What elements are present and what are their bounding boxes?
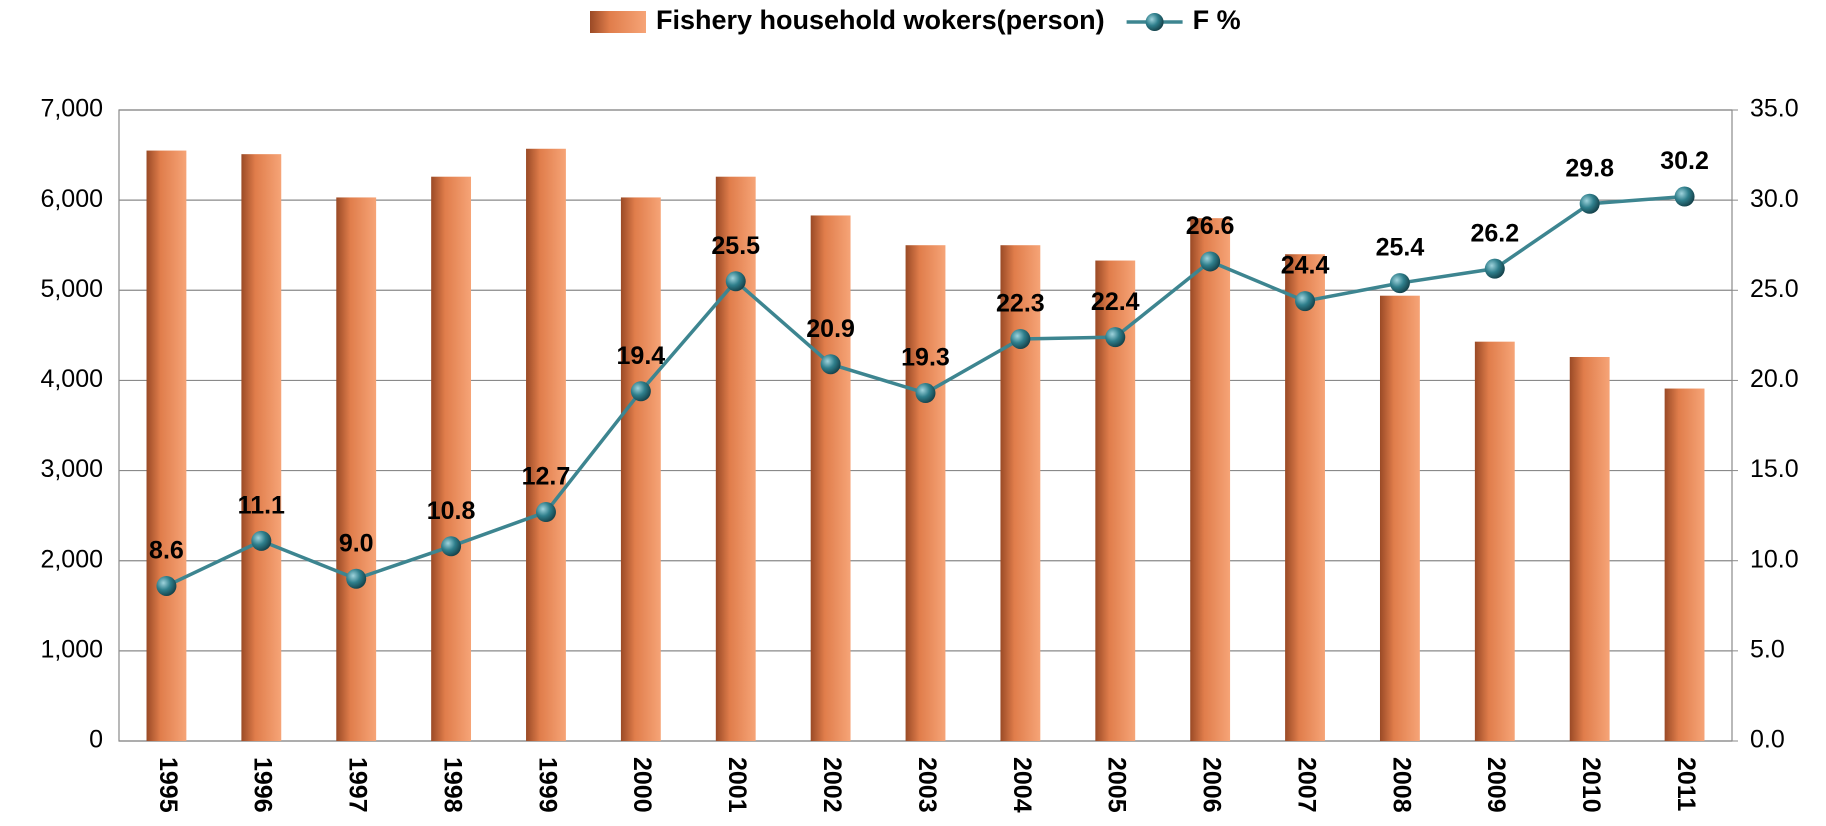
marker [1200, 251, 1221, 272]
x-tick-label: 1996 [249, 757, 277, 813]
marker [1389, 273, 1410, 294]
y-tick-label: 6,000 [40, 185, 103, 213]
y2-tick-label: 30.0 [1750, 185, 1799, 213]
marker [346, 568, 367, 589]
bar [146, 150, 187, 742]
data-label: 10.8 [427, 497, 476, 525]
bar [336, 197, 377, 741]
marker [535, 502, 556, 523]
bar [905, 245, 946, 741]
x-tick-label: 1998 [438, 757, 466, 813]
bar [620, 197, 661, 741]
y2-tick-label: 5.0 [1750, 635, 1785, 663]
data-label: 26.2 [1470, 219, 1519, 247]
x-tick-label: 2005 [1103, 757, 1131, 813]
y2-tick-label: 0.0 [1750, 726, 1785, 754]
marker [820, 354, 841, 375]
marker [441, 536, 462, 557]
data-label: 22.3 [996, 290, 1045, 318]
data-label: 12.7 [522, 463, 571, 491]
legend-label: Fishery household wokers(person) [656, 5, 1105, 35]
bar [431, 176, 472, 742]
y2-tick-label: 20.0 [1750, 365, 1799, 393]
marker [1010, 328, 1031, 349]
x-tick-label: 2008 [1387, 757, 1415, 813]
bar [1474, 341, 1515, 741]
data-label: 25.5 [711, 232, 760, 260]
data-label: 24.4 [1281, 252, 1330, 280]
y-tick-label: 4,000 [40, 365, 103, 393]
bar [810, 215, 851, 741]
y2-tick-label: 25.0 [1750, 275, 1799, 303]
x-tick-label: 2006 [1198, 757, 1226, 813]
marker [630, 381, 651, 402]
legend-label: F % [1193, 5, 1241, 35]
y-tick-label: 7,000 [40, 95, 103, 123]
data-label: 25.4 [1376, 234, 1425, 262]
bar [715, 176, 756, 742]
marker [1105, 327, 1126, 348]
y2-tick-label: 35.0 [1750, 95, 1799, 123]
x-tick-label: 2000 [628, 757, 656, 813]
x-tick-label: 1999 [533, 757, 561, 813]
bar [1379, 295, 1420, 741]
legend-marker [1145, 13, 1164, 31]
data-label: 19.3 [901, 344, 950, 372]
data-label: 9.0 [339, 529, 374, 557]
data-label: 26.6 [1186, 212, 1235, 240]
bar [1285, 254, 1325, 741]
y-tick-label: 0 [89, 726, 103, 754]
bar [526, 148, 566, 742]
x-tick-label: 2002 [818, 757, 846, 813]
marker [156, 575, 177, 596]
bar [1569, 356, 1610, 741]
data-label: 8.6 [149, 537, 184, 565]
bar [1000, 245, 1041, 741]
y-tick-label: 5,000 [40, 275, 103, 303]
legend-swatch [590, 11, 646, 33]
marker [915, 383, 936, 404]
data-label: 20.9 [806, 315, 855, 343]
y-tick-label: 2,000 [40, 545, 103, 573]
bar [241, 154, 282, 742]
marker [1295, 291, 1316, 312]
bar [1190, 218, 1231, 741]
y-tick-label: 1,000 [40, 635, 103, 663]
x-tick-label: 2007 [1292, 757, 1320, 813]
data-label: 30.2 [1660, 147, 1709, 175]
x-tick-label: 1995 [154, 757, 182, 813]
y-tick-label: 3,000 [40, 455, 103, 483]
data-label: 11.1 [238, 491, 285, 519]
marker [1674, 186, 1695, 207]
x-tick-label: 2004 [1008, 757, 1036, 813]
marker [251, 530, 272, 551]
data-label: 29.8 [1565, 154, 1614, 182]
bar [1664, 388, 1705, 741]
x-tick-label: 2011 [1672, 757, 1700, 811]
x-tick-label: 2003 [913, 757, 941, 813]
y2-tick-label: 15.0 [1750, 455, 1799, 483]
x-tick-label: 2010 [1577, 757, 1605, 813]
marker [1579, 193, 1600, 214]
marker [1484, 258, 1505, 279]
data-label: 22.4 [1091, 288, 1140, 316]
x-tick-label: 2009 [1482, 757, 1510, 813]
x-tick-label: 1997 [344, 757, 372, 813]
marker [725, 271, 746, 292]
data-label: 19.4 [617, 342, 666, 370]
x-tick-label: 2001 [723, 757, 751, 813]
y2-tick-label: 10.0 [1750, 545, 1799, 573]
